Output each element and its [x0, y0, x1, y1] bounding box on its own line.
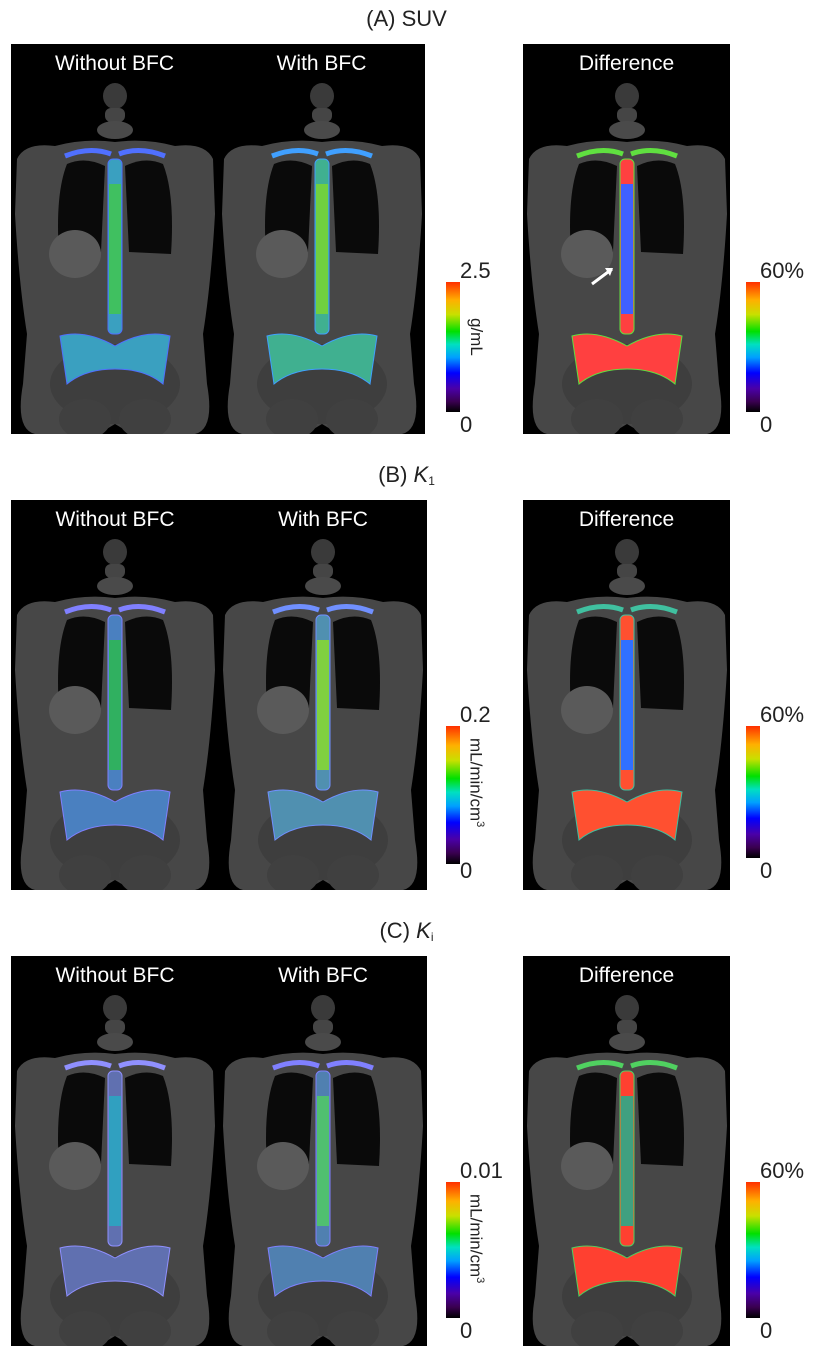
panel-with-bfc-ki: With BFC [219, 956, 427, 1346]
body-scan-image [223, 539, 423, 890]
diff-colorbar-min: 0 [760, 412, 773, 437]
panel-difference-k1: Difference [523, 500, 730, 890]
colorbar-min: 0 [460, 412, 473, 437]
diff-colorbar-max: 60% [760, 702, 805, 727]
diff-colorbar-ki [746, 1182, 760, 1318]
diff-colorbar-max: 60% [760, 258, 805, 283]
panel-label: Without BFC [55, 508, 175, 531]
difference-map-image [527, 539, 727, 890]
colorbar-unit: g/mL [467, 318, 486, 356]
panel-label: Difference [578, 964, 675, 987]
panel-label: Difference [578, 52, 675, 75]
panel-without-bfc-k1: Without BFC [11, 500, 219, 890]
colorbar-suv [446, 282, 460, 412]
panel-label: With BFC [278, 964, 368, 987]
panel-label: Without BFC [55, 964, 175, 987]
difference-map-image [527, 83, 727, 434]
colorbar-unit: mL/min/cm3 [466, 738, 486, 828]
colorbar-k1 [446, 726, 460, 864]
panel-difference-suv: Difference [523, 44, 730, 434]
diff-colorbar-suv [746, 282, 760, 412]
colorbar-min: 0 [460, 858, 473, 883]
panel-without-bfc-ki: Without BFC [11, 956, 219, 1346]
colorbar-max: 2.5 [460, 258, 491, 283]
body-scan-image [15, 995, 215, 1346]
section-title-ki: (C) Ki [379, 918, 434, 944]
colorbar-min: 0 [460, 1318, 473, 1343]
diff-colorbar-min: 0 [760, 1318, 773, 1343]
diff-colorbar-max: 60% [760, 1158, 805, 1183]
diff-colorbar-min: 0 [760, 858, 773, 883]
body-scan-image [15, 83, 215, 434]
difference-map-image [527, 995, 727, 1346]
panel-without-bfc-suv: Without BFC [11, 44, 218, 434]
panel-label: Difference [578, 508, 675, 531]
colorbar-max: 0.2 [460, 702, 491, 727]
body-scan-image [15, 539, 215, 890]
colorbar-unit: mL/min/cm3 [466, 1194, 486, 1284]
panel-label: With BFC [276, 52, 367, 75]
section-title-k1: (B) K1 [378, 462, 435, 488]
panel-label: Without BFC [54, 52, 175, 75]
diff-colorbar-k1 [746, 726, 760, 858]
body-scan-image [222, 83, 422, 434]
panel-with-bfc-suv: With BFC [218, 44, 425, 434]
colorbar-ki [446, 1182, 460, 1318]
section-title-suv: (A) SUV [366, 6, 447, 31]
body-scan-image [223, 995, 423, 1346]
panel-difference-ki: Difference [523, 956, 730, 1346]
panel-label: With BFC [278, 508, 368, 531]
colorbar-max: 0.01 [460, 1158, 503, 1183]
panel-with-bfc-k1: With BFC [219, 500, 427, 890]
